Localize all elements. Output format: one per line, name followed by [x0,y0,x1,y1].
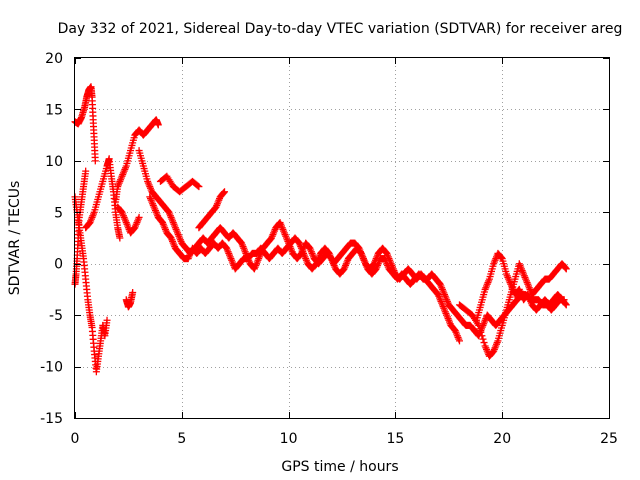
y-tick-label: 5 [54,205,63,221]
y-tick-labels: -15 -10 -5 0 5 10 15 20 [40,51,63,427]
x-tick-label: 15 [386,431,404,447]
data-point-marker [480,339,488,347]
data-point-marker [195,183,203,191]
x-tick-label: 5 [177,431,186,447]
plot-frame [74,57,610,419]
series-trace-11 [195,188,229,232]
series-trace-5 [112,116,162,206]
y-tick-label: 15 [45,102,63,118]
data-point-marker [220,189,228,197]
y-tick-label: -5 [49,308,63,324]
x-tick-label: 10 [280,431,298,447]
data-point-marker [562,301,570,309]
y-tick-label: -10 [40,360,63,376]
series-trace-6 [114,203,143,237]
data-point-marker [82,167,90,175]
data-point-marker [91,157,99,165]
data-points [71,83,570,376]
data-point-marker [562,300,570,308]
data-point-marker [476,325,484,333]
data-point-marker [116,234,124,242]
y-tick-label: -15 [40,411,63,427]
x-tick-label: 0 [71,431,80,447]
data-point-marker [478,332,486,340]
series-trace-13 [473,249,570,324]
x-tick-label: 25 [600,431,618,447]
data-point-marker [455,337,463,345]
data-point-marker [562,264,570,272]
y-tick-label: 20 [45,51,63,67]
x-tick-labels: 0 5 10 15 20 25 [71,431,618,447]
y-tick-label: 0 [54,257,63,273]
series-trace-7 [122,289,137,311]
grid-lines [75,58,609,418]
data-point-marker [103,316,111,324]
series-trace-1 [71,83,99,165]
data-point-marker [562,265,570,273]
data-point-marker [129,289,137,297]
data-point-marker [475,321,483,329]
y-tick-label: 10 [45,154,63,170]
chart-title: Day 332 of 2021, Sidereal Day-to-day VTE… [58,21,623,37]
data-point-marker [477,328,485,336]
x-axis-label: GPS time / hours [281,459,398,475]
data-point-marker [154,121,162,129]
y-axis-label: SDTVAR / TECUs [7,181,23,296]
data-point-marker [479,335,487,343]
axis-ticks [75,58,610,419]
data-point-marker [194,182,202,190]
data-point-marker [221,188,229,196]
x-tick-label: 20 [493,431,511,447]
series-trace-4 [82,155,124,242]
data-point-marker [497,254,505,262]
series-trace-10 [156,172,203,196]
data-point-marker [135,213,143,221]
